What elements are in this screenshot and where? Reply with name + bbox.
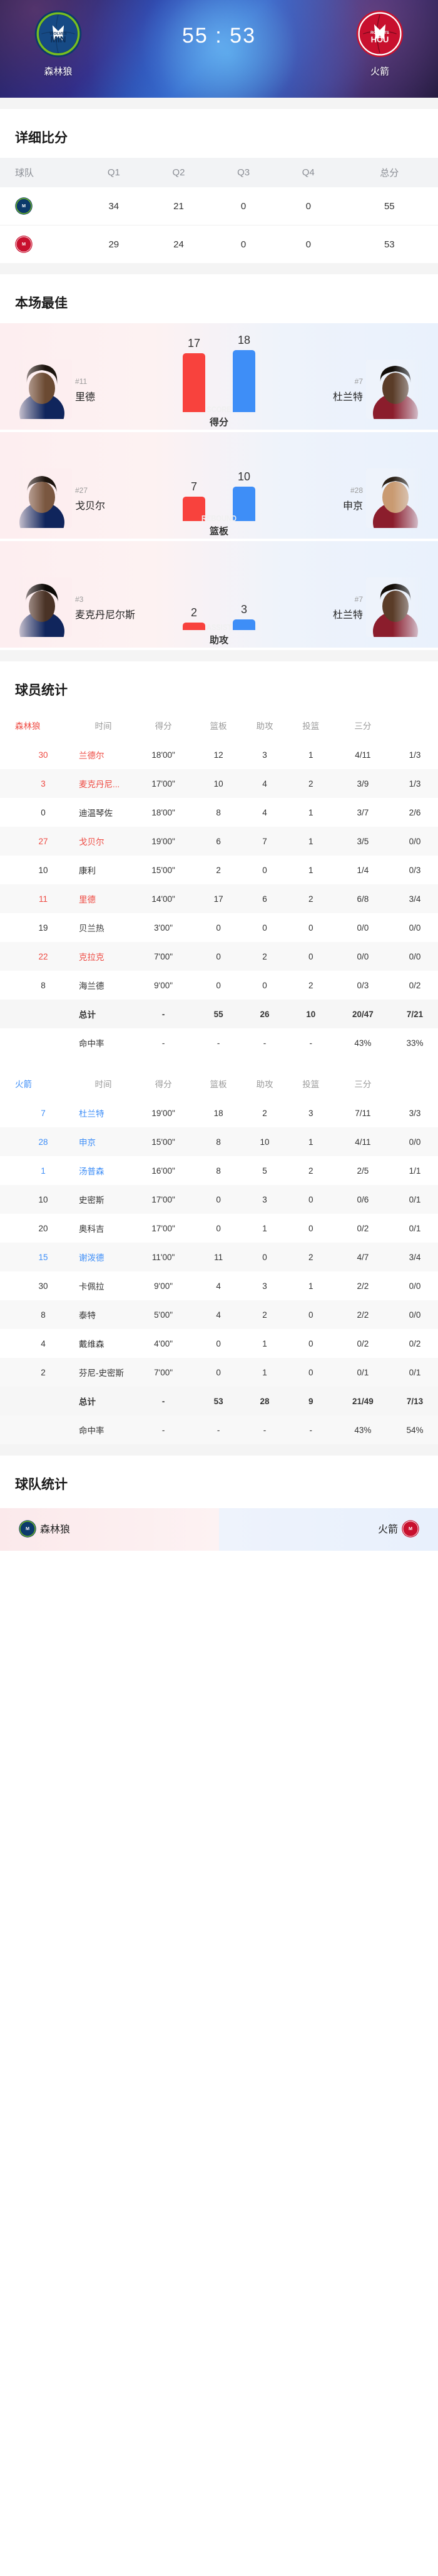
svg-text:M: M: [26, 1526, 29, 1531]
svg-text:M: M: [22, 203, 26, 209]
svg-text:M: M: [22, 241, 26, 247]
svg-text:M: M: [409, 1526, 412, 1531]
svg-text:HOU: HOU: [371, 35, 389, 44]
